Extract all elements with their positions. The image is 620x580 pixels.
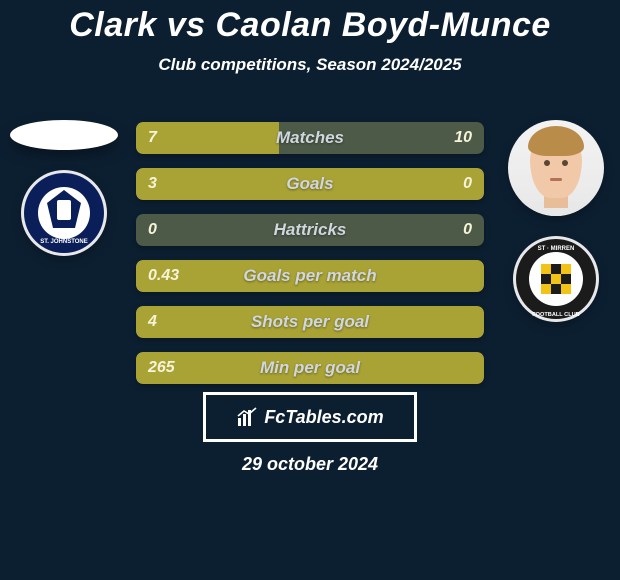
left-player-photo (10, 120, 118, 150)
stat-label: Matches (136, 122, 484, 154)
stat-row: 0.43Goals per match (136, 260, 484, 292)
svg-text:FOOTBALL CLUB: FOOTBALL CLUB (532, 312, 579, 318)
svg-text:ST · MIRREN: ST · MIRREN (538, 246, 575, 252)
left-club-badge: ST. JOHNSTONE (21, 170, 107, 256)
stat-label: Hattricks (136, 214, 484, 246)
stat-row: 4Shots per goal (136, 306, 484, 338)
stat-row: 00Hattricks (136, 214, 484, 246)
page-subtitle: Club competitions, Season 2024/2025 (0, 55, 620, 75)
right-player-column: ST · MIRREN FOOTBALL CLUB (496, 120, 616, 322)
page-title: Clark vs Caolan Boyd-Munce (0, 0, 620, 45)
date-text: 29 october 2024 (0, 454, 620, 475)
stat-row: 30Goals (136, 168, 484, 200)
stat-label: Goals (136, 168, 484, 200)
stat-bars: 710Matches 30Goals 00Hattricks 0.43Goals pe… (136, 122, 484, 384)
svg-text:ST. JOHNSTONE: ST. JOHNSTONE (40, 239, 88, 245)
left-player-column: ST. JOHNSTONE (4, 120, 124, 256)
right-club-badge: ST · MIRREN FOOTBALL CLUB (513, 236, 599, 322)
brand-text: FcTables.com (264, 407, 383, 428)
stat-label: Min per goal (136, 352, 484, 384)
right-player-photo (508, 120, 604, 216)
stat-label: Goals per match (136, 260, 484, 292)
brand-box: FcTables.com (203, 392, 417, 442)
stat-row: 710Matches (136, 122, 484, 154)
brand-icon (236, 406, 258, 428)
stat-label: Shots per goal (136, 306, 484, 338)
stat-row: 265Min per goal (136, 352, 484, 384)
comparison-card: Clark vs Caolan Boyd-Munce Club competit… (0, 0, 620, 580)
